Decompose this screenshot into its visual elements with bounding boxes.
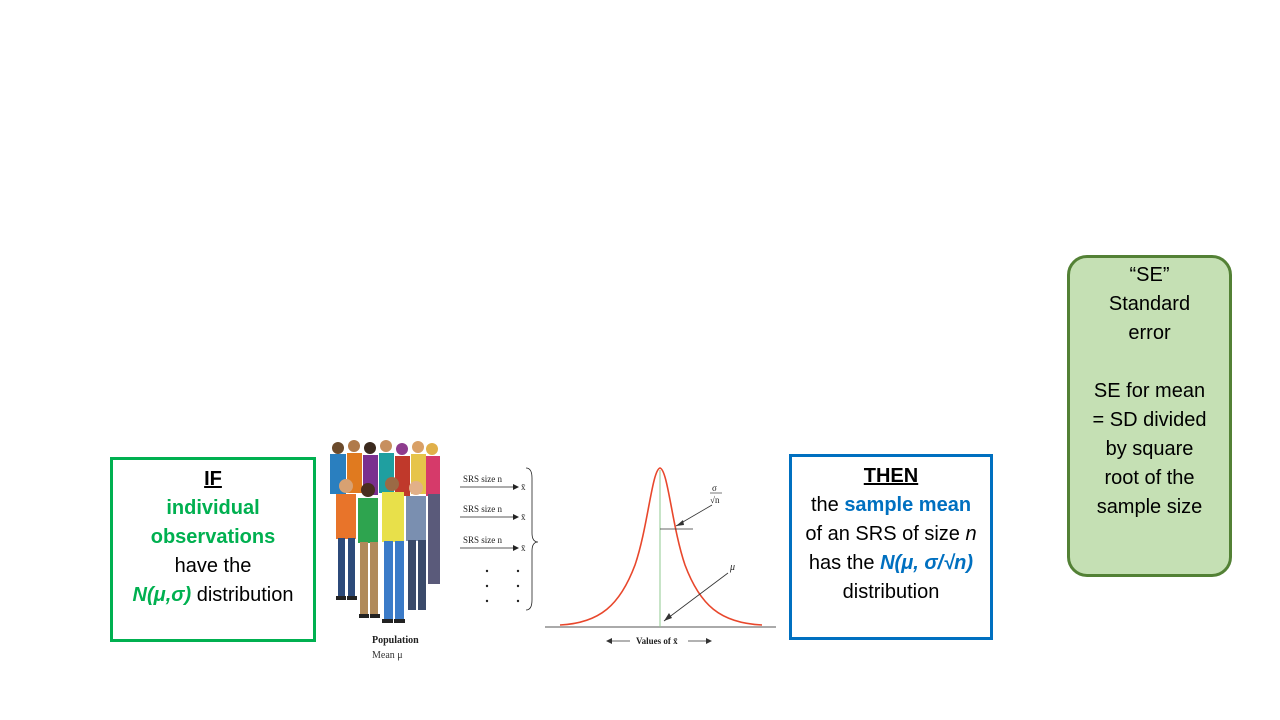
then-n-var: n xyxy=(965,523,977,545)
se-root-of: root of the xyxy=(1104,467,1195,489)
if-heading: IF xyxy=(204,468,222,490)
then-dist-notation: N(μ, σ/√n) xyxy=(880,552,974,574)
se-sd-divided: = SD divided xyxy=(1092,409,1207,431)
if-line-observations: observations xyxy=(150,526,276,548)
if-line-individual: individual xyxy=(166,497,260,519)
if-line-have-the: have the xyxy=(174,555,252,577)
se-standard: Standard xyxy=(1108,293,1191,315)
mu-label: μ xyxy=(729,562,735,573)
sampling-distribution-curve: σ √n μ Values of x̄ xyxy=(545,467,776,646)
srs-label-2: SRS size n xyxy=(463,504,503,514)
srs-label-3: SRS size n xyxy=(463,535,503,545)
axis-label: Values of x̄ xyxy=(636,636,678,646)
srs-label-1: SRS size n xyxy=(463,474,503,484)
if-dist-notation: N(μ,σ) xyxy=(132,584,192,606)
then-result-box: THEN the sample mean of an SRS of size n… xyxy=(789,454,993,640)
se-sample-size: sample size xyxy=(1096,496,1203,518)
se-quote: “SE” xyxy=(1129,264,1170,286)
then-line3-prefix: has the xyxy=(808,552,881,574)
population-mean-label: Mean μ xyxy=(372,650,403,661)
sqrt-n-label: √n xyxy=(710,495,720,505)
srs-arrows: SRS size n x̄ SRS size n x̄ SRS size n x… xyxy=(460,467,539,611)
if-dist-suffix: distribution xyxy=(191,584,294,606)
then-line-srs-size: of an SRS of size n xyxy=(792,520,990,549)
then-line2-prefix: of an SRS of size xyxy=(805,523,966,545)
population-title: Population xyxy=(372,635,419,646)
then-sample-mean-highlight: sample mean xyxy=(844,494,972,516)
se-for-mean: SE for mean xyxy=(1093,380,1206,402)
if-distribution-line: N(μ,σ) distribution xyxy=(113,581,313,610)
srs-xbar-2: x̄ xyxy=(521,512,526,522)
se-spacer xyxy=(1070,348,1229,377)
srs-xbar-3: x̄ xyxy=(521,543,526,553)
standard-error-note: “SE” Standard error SE for mean = SD div… xyxy=(1067,255,1232,577)
srs-xbar-1: x̄ xyxy=(521,482,526,492)
normal-curve xyxy=(559,467,763,626)
crowd-image xyxy=(330,440,440,623)
se-error: error xyxy=(1128,322,1171,344)
then-line-distribution: has the N(μ, σ/√n) xyxy=(792,549,990,578)
then-line-sample-mean: the sample mean xyxy=(792,491,990,520)
then-heading: THEN xyxy=(863,465,919,487)
then-line-distribution-word: distribution xyxy=(842,581,940,603)
if-condition-box: IF individual observations have the N(μ,… xyxy=(110,457,316,642)
then-line1-prefix: the xyxy=(810,494,845,516)
population-sampling-illustration: Population Mean μ SRS size n x̄ SRS size… xyxy=(330,440,539,661)
sigma-label: σ xyxy=(712,483,717,493)
se-by-square: by square xyxy=(1105,438,1194,460)
